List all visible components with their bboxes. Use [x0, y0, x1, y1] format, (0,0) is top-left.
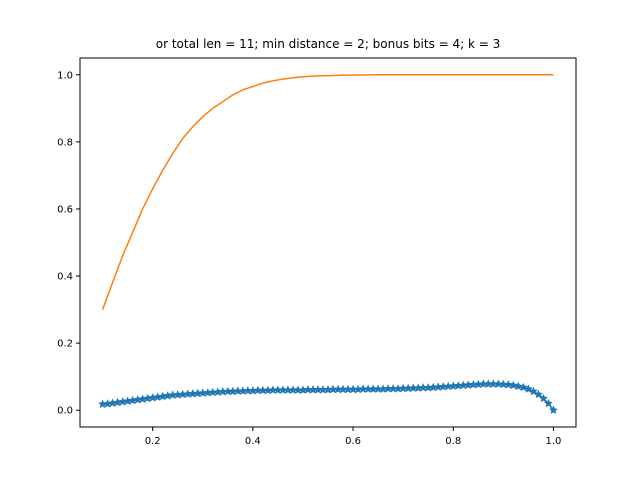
x-axis: 0.2 0.4 0.6 0.8 1.0: [145, 427, 562, 447]
series-2-line: [101, 74, 554, 310]
series-layer: [97, 74, 559, 415]
series-1-point: [538, 393, 549, 403]
series-1-point: [503, 379, 513, 389]
x-tick-label: 0.2: [145, 436, 161, 447]
y-tick-label: 1.0: [57, 70, 73, 81]
series-1-point: [493, 379, 503, 388]
plot-area-frame: [79, 57, 577, 428]
x-tick-label: 1.0: [546, 436, 562, 447]
x-tick-label: 0.6: [345, 436, 361, 447]
x-tick-label: 0.4: [245, 436, 261, 447]
series-1-point: [513, 381, 524, 391]
series-1-point: [543, 398, 554, 408]
y-tick-label: 0.6: [57, 204, 73, 215]
y-axis: 0.0 0.2 0.4 0.6 0.8 1.0: [57, 70, 80, 417]
series-1-point: [533, 389, 544, 399]
x-tick-label: 0.8: [445, 436, 461, 447]
y-tick-label: 0.8: [57, 137, 73, 148]
series-1-point: [508, 380, 518, 390]
y-tick-label: 0.4: [57, 272, 73, 283]
y-tick-label: 0.2: [57, 339, 73, 350]
chart-title: or total len = 11; min distance = 2; bon…: [156, 37, 501, 51]
series-1-point: [548, 405, 559, 415]
y-tick-label: 0.0: [57, 406, 73, 417]
